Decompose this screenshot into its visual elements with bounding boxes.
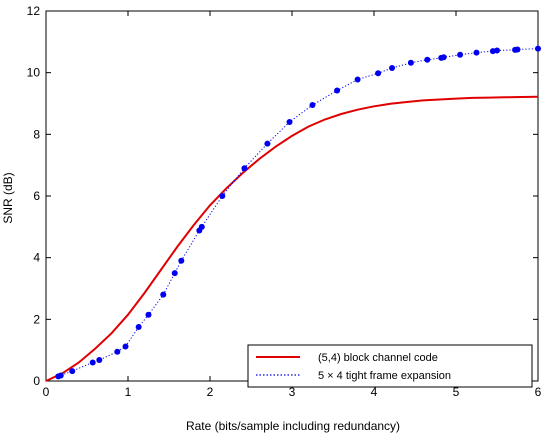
y-tick-label: 12 xyxy=(27,4,41,18)
data-point-tight-frame xyxy=(178,257,185,264)
data-point-tight-frame xyxy=(198,223,205,230)
data-point-tight-frame xyxy=(286,119,293,125)
data-point-tight-frame xyxy=(160,291,167,298)
x-tick-label: 5 xyxy=(453,385,460,399)
y-tick-label: 2 xyxy=(33,312,40,326)
data-point-tight-frame xyxy=(122,343,129,350)
x-tick-label: 2 xyxy=(207,385,214,399)
data-point-tight-frame xyxy=(354,76,361,83)
x-tick-label: 0 xyxy=(43,385,50,399)
legend-box xyxy=(247,344,533,388)
data-point-tight-frame xyxy=(334,87,341,94)
y-axis-label: SNR (dB) xyxy=(1,172,15,223)
data-point-tight-frame xyxy=(264,140,271,147)
x-tick-label: 6 xyxy=(535,385,541,399)
y-tick-label: 10 xyxy=(27,66,41,80)
data-point-tight-frame xyxy=(241,165,248,172)
x-axis-label: Rate (bits/sample including redundancy) xyxy=(186,419,400,433)
y-tick-label: 8 xyxy=(33,127,40,141)
data-point-tight-frame xyxy=(145,311,152,318)
legend: (5,4) block channel code 5 × 4 tight fra… xyxy=(247,344,533,388)
data-point-tight-frame xyxy=(89,359,96,366)
data-point-tight-frame xyxy=(114,348,121,355)
series-line-tight-frame xyxy=(58,48,539,377)
data-point-tight-frame xyxy=(135,324,142,331)
data-point-tight-frame xyxy=(473,49,480,56)
data-point-tight-frame xyxy=(219,193,226,199)
x-tick-label: 3 xyxy=(289,385,296,399)
data-point-tight-frame xyxy=(375,70,382,77)
data-point-tight-frame xyxy=(494,47,500,54)
data-point-tight-frame xyxy=(171,270,178,277)
series-line-block-code xyxy=(45,95,539,382)
data-point-tight-frame xyxy=(309,102,316,109)
data-point-tight-frame xyxy=(69,368,76,375)
data-point-tight-frame xyxy=(407,59,414,66)
x-tick-label: 4 xyxy=(371,385,378,399)
y-axis-ticks: 0 2 4 6 8 10 12 xyxy=(27,4,538,388)
x-tick-label: 1 xyxy=(125,385,132,399)
plot-frame xyxy=(45,10,539,382)
data-point-tight-frame xyxy=(457,51,464,58)
legend-label-tight-frame: 5 × 4 tight frame expansion xyxy=(318,370,451,382)
y-tick-label: 4 xyxy=(33,251,40,265)
data-point-tight-frame xyxy=(389,65,396,72)
data-point-tight-frame xyxy=(57,372,64,379)
y-tick-label: 6 xyxy=(33,189,40,203)
y-tick-label: 0 xyxy=(33,374,40,388)
data-point-tight-frame xyxy=(96,357,103,364)
data-point-tight-frame xyxy=(440,54,447,61)
series-layer xyxy=(45,45,541,382)
plot-area xyxy=(45,10,539,382)
data-point-tight-frame xyxy=(424,56,431,63)
legend-label-block-code: (5,4) block channel code xyxy=(318,352,438,364)
data-point-tight-frame xyxy=(514,46,521,53)
data-point-tight-frame xyxy=(535,45,541,52)
